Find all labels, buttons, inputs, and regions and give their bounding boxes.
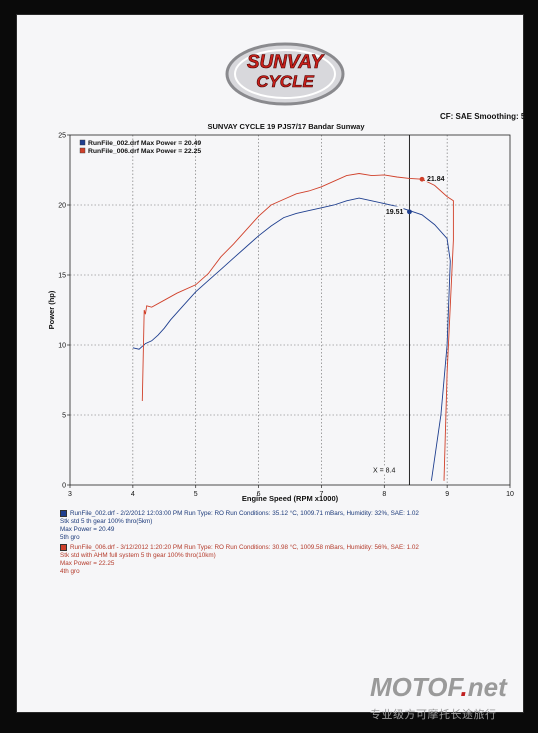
chart-title: SUNVAY CYCLE 19 PJS7/17 Bandar Sunway [207,122,365,131]
watermark-main: MOTOF [370,672,461,702]
x-tick-label: 10 [506,491,514,498]
cursor-label-bg [365,465,398,475]
run-info-1: RunFile_002.drf - 2/2/2012 12:03:00 PM R… [60,510,520,542]
marker-label-bg [425,173,447,182]
y-tick-label: 0 [62,483,66,490]
run2-line1: RunFile_006.drf - 3/12/2012 1:20:20 PM R… [70,544,419,552]
x-tick-label: 7 [319,491,323,498]
series-marker-2 [419,176,425,182]
watermark-net: net [467,672,507,702]
run2-line4: 4th gro [60,568,80,576]
watermark-dot: . [460,672,468,702]
logo-line2: CYCLE [256,72,314,91]
y-tick-label: 15 [58,273,66,280]
plot-frame [69,134,511,486]
legend-swatch-2 [79,147,86,154]
y-axis-label: Power (hp) [47,290,56,329]
sunvay-cycle-logo: SUNVAY CYCLE [225,42,345,106]
x-tick-label: 5 [194,491,198,498]
logo-line1: SUNVAY [247,52,326,73]
marker-label-1: 19.51 [386,209,404,216]
series-layer: X = 8.4 19.51 21.84 [132,135,454,485]
y-tick-label: 10 [58,343,66,350]
run2-line3: Max Power = 22.25 [60,560,115,568]
marker-label-bg [381,206,404,215]
run2-swatch [60,544,67,551]
series-line-2 [141,173,454,481]
legend-swatch-1 [79,139,86,146]
x-axis-label: Engine Speed (RPM x1000) [242,494,339,503]
x-tick-label: 8 [382,491,386,498]
cursor-label: X = 8.4 [373,467,395,474]
series-line-1 [132,197,451,481]
grid [70,135,510,485]
run1-line1: RunFile_002.drf - 2/2/2012 12:03:00 PM R… [70,510,419,518]
x-tick-label: 6 [257,491,261,498]
x-tick-label: 9 [445,491,449,498]
watermark-sub: 专业级方可摩托长途旅行 [370,709,497,721]
legend-label-1: RunFile_002.drf Max Power = 20.49 [88,140,201,147]
legend: RunFile_002.drf Max Power = 20.49RunFile… [79,139,201,155]
x-tick-label: 4 [131,491,135,498]
x-tick-label: 3 [68,491,72,498]
marker-label-2: 21.84 [427,176,445,183]
y-tick-label: 5 [62,413,66,420]
dyno-sheet [16,14,524,713]
series-marker-1 [407,209,412,215]
legend-label-2: RunFile_006.drf Max Power = 22.25 [88,148,201,155]
run1-line2: Stk std 5 th gear 100% thro(5km) [60,518,153,526]
axis-layer: 3 4 5 6 7 8 9 10 0 5 10 15 20 25 [58,133,514,499]
power-chart: SUNVAY CYCLE 19 PJS7/17 Bandar Sunway X … [47,122,514,503]
y-tick-label: 20 [58,203,66,210]
motof-watermark: MOTOF.net 专业级方可摩托长途旅行 [370,672,530,724]
run1-line3: Max Power = 20.49 [60,526,115,534]
run-info-2: RunFile_006.drf - 3/12/2012 1:20:20 PM R… [60,544,520,576]
cf-smoothing-label: CF: SAE Smoothing: 5 [440,112,526,121]
y-tick-label: 25 [58,133,66,140]
run1-line4: 5th gro [60,534,80,542]
run1-swatch [60,510,67,517]
run2-line2: Stk std with AHM full system 5 th gear 1… [60,552,216,560]
